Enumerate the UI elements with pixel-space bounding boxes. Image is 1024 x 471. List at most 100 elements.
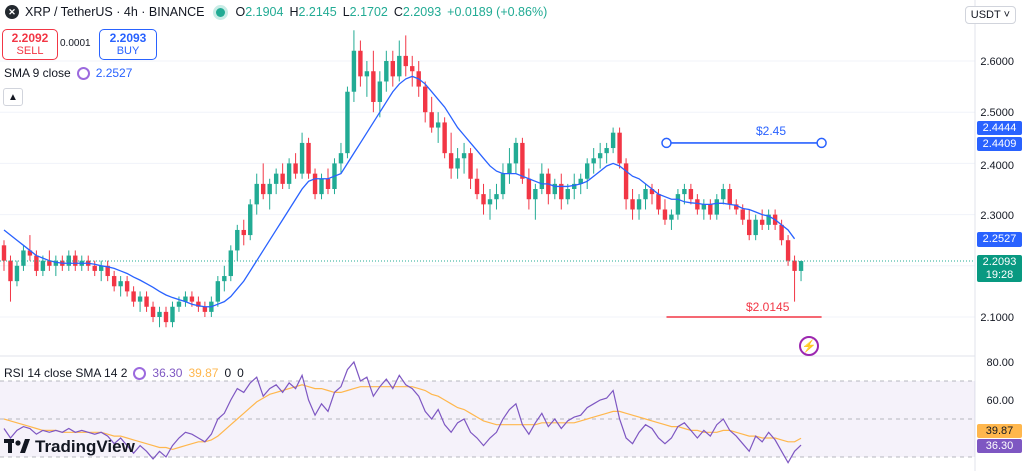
- candle: [533, 189, 538, 200]
- candle: [520, 142, 525, 179]
- candle: [371, 71, 376, 102]
- candle: [682, 189, 687, 195]
- sma-legend[interactable]: SMA 9 close 2.2527: [4, 66, 132, 80]
- candle: [27, 250, 33, 256]
- candle: [358, 50, 363, 77]
- candle: [410, 66, 415, 72]
- candle: [662, 209, 668, 220]
- candle: [636, 199, 642, 210]
- chart-header: ✕ XRP / TetherUS · 4h · BINANCE O2.1904 …: [0, 0, 547, 24]
- candle: [124, 281, 130, 292]
- x-icon: ✕: [5, 5, 19, 19]
- candle: [364, 71, 370, 77]
- sma-line: [3, 75, 796, 308]
- line-handle: [661, 137, 672, 149]
- candle: [286, 163, 292, 184]
- candle: [280, 173, 285, 184]
- candle: [714, 199, 719, 215]
- candle: [111, 276, 117, 287]
- candle: [40, 260, 46, 271]
- candle: [176, 301, 182, 307]
- rsi-value: 36.30: [152, 366, 183, 380]
- candle: [377, 81, 383, 102]
- price-tick: 2.6000: [980, 56, 1014, 68]
- candle: [513, 142, 519, 164]
- candle: [235, 229, 240, 251]
- candle: [461, 153, 467, 159]
- candle: [254, 183, 259, 205]
- candle: [734, 204, 739, 210]
- currency-select[interactable]: USDT ˅: [964, 6, 1016, 24]
- symbol-title[interactable]: XRP / TetherUS · 4h · BINANCE: [25, 5, 205, 19]
- candle-countdown: 19:28: [985, 268, 1014, 281]
- candle: [474, 178, 480, 195]
- candle: [688, 189, 694, 200]
- rsi-extra-1: 0: [224, 366, 232, 380]
- buy-button[interactable]: 2.2093 BUY: [99, 29, 157, 60]
- candle: [189, 296, 195, 302]
- bolt-icon[interactable]: ⚡: [799, 336, 819, 356]
- candle: [150, 306, 156, 317]
- candle: [293, 163, 298, 174]
- candle: [675, 194, 681, 215]
- buy-price: 2.2093: [109, 30, 147, 45]
- candle: [604, 148, 609, 154]
- sell-price: 2.2092: [11, 30, 49, 45]
- candle: [649, 189, 655, 195]
- candle: [170, 306, 175, 323]
- price-tick: 2.4000: [980, 160, 1014, 172]
- sma-value: 2.2527: [95, 66, 133, 80]
- rsi-legend[interactable]: RSI 14 close SMA 14 2 36.30 39.87 0 0: [4, 366, 244, 380]
- rsi-extra-2: 0: [237, 366, 244, 380]
- candle: [740, 209, 745, 220]
- candle: [759, 219, 765, 225]
- candle: [8, 260, 13, 282]
- candle: [267, 183, 272, 195]
- candle: [610, 132, 616, 149]
- rsi-sma-line: [3, 384, 802, 451]
- rsi-line: [3, 360, 802, 464]
- candle: [403, 55, 408, 67]
- candle: [455, 158, 460, 169]
- candle: [643, 189, 648, 200]
- current-price: 2.2093: [982, 255, 1017, 268]
- candle: [345, 91, 350, 154]
- candle: [118, 281, 123, 287]
- candle: [539, 173, 545, 189]
- candle: [623, 163, 629, 200]
- candle: [578, 178, 583, 184]
- sell-button[interactable]: 2.2092 SELL: [2, 29, 58, 60]
- buy-label: BUY: [116, 44, 140, 57]
- candle: [701, 204, 707, 210]
- candle: [299, 142, 305, 174]
- candle: [656, 194, 661, 210]
- line-handle: [816, 137, 827, 149]
- candle: [222, 276, 227, 282]
- candle: [312, 173, 318, 195]
- candle: [798, 261, 804, 271]
- tradingview-logo[interactable]: TradingView: [4, 437, 135, 457]
- price-tag-upper-1: 2.4444: [977, 121, 1022, 135]
- spread-value: 0.0001: [60, 38, 91, 49]
- candle: [435, 122, 441, 128]
- collapse-legend-button[interactable]: ▲: [3, 88, 23, 106]
- candle: [727, 189, 732, 205]
- candle: [448, 153, 454, 169]
- candle: [585, 163, 590, 179]
- settings-icon[interactable]: [76, 66, 90, 80]
- settings-icon[interactable]: [133, 366, 147, 380]
- rsi-sma-value: 39.87: [188, 366, 219, 380]
- candle: [487, 199, 493, 205]
- price-tick: 2.1000: [980, 312, 1014, 324]
- candle: [105, 265, 110, 277]
- candle: [423, 86, 428, 113]
- candle: [53, 260, 59, 266]
- price-tick: 2.3000: [980, 210, 1014, 222]
- candle: [572, 183, 577, 189]
- candle: [591, 158, 596, 164]
- candle: [338, 153, 344, 164]
- candle: [215, 281, 221, 302]
- candle: [228, 250, 233, 277]
- rsi-sma-tag: 39.87: [977, 424, 1022, 438]
